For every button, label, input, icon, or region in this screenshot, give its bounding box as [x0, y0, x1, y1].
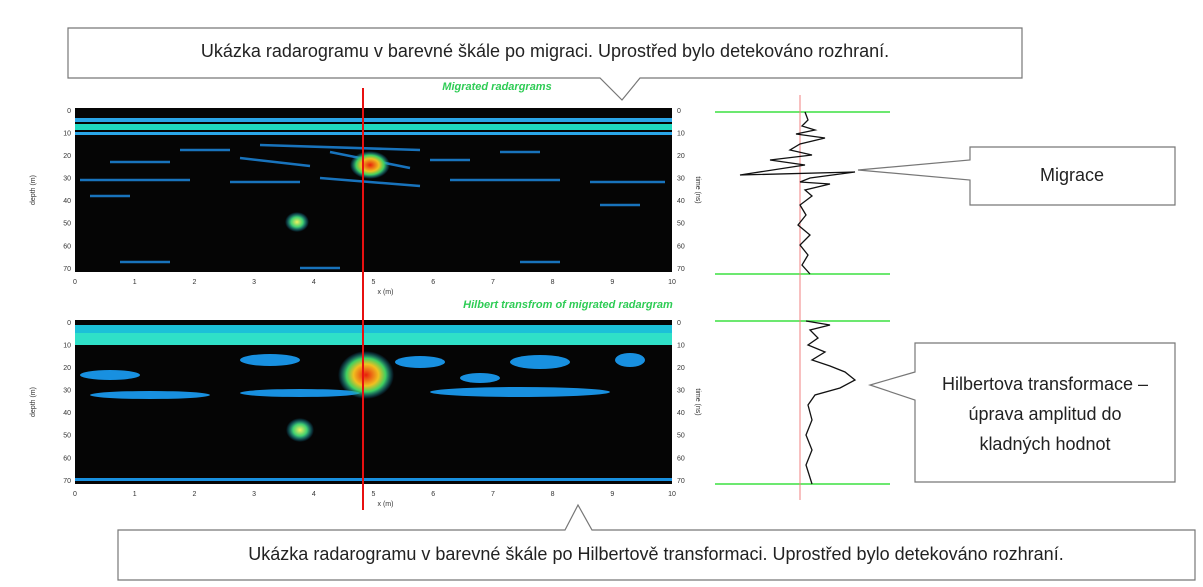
x-tick-label: 1 [133, 279, 137, 286]
y-tick-label: 40 [63, 410, 71, 417]
y-tick-label: 70 [63, 266, 71, 273]
y-tick-label: 60 [63, 455, 71, 462]
y-tick-label: 60 [63, 243, 71, 250]
callout-boxes [67, 27, 1196, 581]
right-tick-label: 20 [677, 365, 685, 372]
x-tick-label: 10 [668, 279, 676, 286]
callout-text: kladných hodnot [979, 434, 1110, 454]
y-tick-label: 20 [63, 365, 71, 372]
right-tick-label: 20 [677, 153, 685, 160]
x-tick-label: 10 [668, 491, 676, 498]
right-axis-label: time (ns) [694, 176, 701, 203]
right-tick-label: 70 [677, 478, 685, 485]
y-tick-label: 10 [63, 342, 71, 349]
callout-text: Ukázka radarogramu v barevné škále po mi… [201, 41, 889, 61]
right-tick-label: 50 [677, 221, 685, 228]
right-tick-label: 60 [677, 243, 685, 250]
x-tick-label: 2 [192, 491, 196, 498]
x-tick-label: 5 [372, 491, 376, 498]
x-tick-label: 9 [610, 491, 614, 498]
y-axis-label: depth (m) [30, 387, 37, 417]
y-tick-label: 40 [63, 198, 71, 205]
right-axis-label: time (ns) [694, 388, 701, 415]
y-tick-label: 0 [67, 320, 71, 327]
panel-title: Hilbert transfrom of migrated radargram [463, 299, 673, 311]
y-tick-label: 50 [63, 221, 71, 228]
x-tick-label: 3 [252, 279, 256, 286]
x-tick-label: 3 [252, 491, 256, 498]
x-tick-label: 0 [73, 491, 77, 498]
x-tick-label: 0 [73, 279, 77, 286]
radargram-1: Migrated radargrams [75, 81, 672, 272]
y-tick-label: 50 [63, 433, 71, 440]
right-tick-label: 40 [677, 198, 685, 205]
panel-title: Migrated radargrams [442, 81, 551, 93]
y-tick-label: 30 [63, 388, 71, 395]
x-tick-label: 7 [491, 279, 495, 286]
right-tick-label: 60 [677, 455, 685, 462]
y-axis-label: depth (m) [30, 175, 37, 205]
right-tick-label: 0 [677, 108, 681, 115]
right-tick-label: 10 [677, 342, 685, 349]
callout-text: úprava amplitud do [968, 404, 1121, 424]
x-tick-label: 6 [431, 279, 435, 286]
y-tick-label: 30 [63, 176, 71, 183]
x-axis-label: x (m) [378, 289, 394, 296]
x-tick-label: 7 [491, 491, 495, 498]
callout-text: Ukázka radarogramu v barevné škále po Hi… [248, 544, 1063, 564]
y-tick-label: 20 [63, 153, 71, 160]
traces [715, 95, 890, 500]
x-tick-label: 2 [192, 279, 196, 286]
x-tick-label: 4 [312, 491, 316, 498]
x-axis-label: x (m) [378, 501, 394, 508]
x-tick-label: 8 [551, 279, 555, 286]
y-tick-label: 70 [63, 478, 71, 485]
right-tick-label: 40 [677, 410, 685, 417]
x-tick-label: 1 [133, 491, 137, 498]
right-tick-label: 10 [677, 130, 685, 137]
callout-text: Migrace [1040, 165, 1104, 185]
x-tick-label: 4 [312, 279, 316, 286]
y-tick-label: 0 [67, 108, 71, 115]
right-tick-label: 0 [677, 320, 681, 327]
x-tick-label: 8 [551, 491, 555, 498]
y-tick-label: 10 [63, 130, 71, 137]
x-tick-label: 5 [372, 279, 376, 286]
callout-text: Hilbertova transformace – [942, 374, 1148, 394]
right-tick-label: 30 [677, 176, 685, 183]
x-tick-label: 9 [610, 279, 614, 286]
radargram-2: Hilbert transfrom of migrated radargram [75, 299, 673, 484]
right-tick-label: 50 [677, 433, 685, 440]
x-tick-label: 6 [431, 491, 435, 498]
right-tick-label: 30 [677, 388, 685, 395]
right-tick-label: 70 [677, 266, 685, 273]
